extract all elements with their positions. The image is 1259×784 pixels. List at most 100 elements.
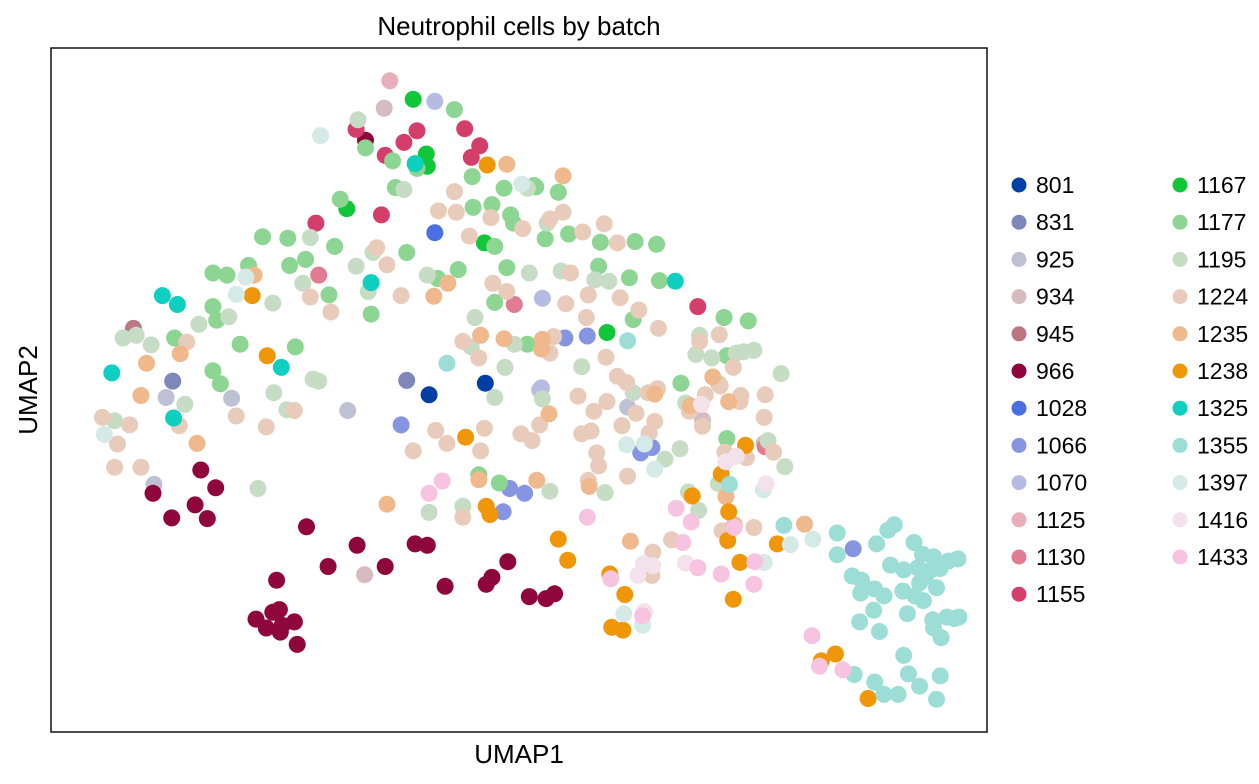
point-batch-1355 xyxy=(928,579,945,597)
point-batch-1177 xyxy=(620,269,638,287)
point-batch-1238 xyxy=(731,553,749,571)
point-batch-966 xyxy=(477,575,495,593)
legend-label-1235: 1235 xyxy=(1197,321,1248,347)
point-batch-1177 xyxy=(739,312,757,330)
point-batch-1195 xyxy=(496,358,514,376)
point-batch-1224 xyxy=(691,332,709,350)
point-batch-1433 xyxy=(433,472,451,490)
point-batch-1167 xyxy=(404,90,422,108)
legend-label-1355: 1355 xyxy=(1197,432,1248,458)
point-batch-1224 xyxy=(597,348,615,366)
y-axis-label: UMAP2 xyxy=(13,345,43,435)
point-batch-1355 xyxy=(889,685,907,703)
point-batch-1355 xyxy=(875,685,893,703)
point-batch-1224 xyxy=(368,239,386,257)
point-batch-1355 xyxy=(905,534,923,551)
legend-marker-945 xyxy=(1011,326,1027,342)
legend-marker-1155 xyxy=(1011,586,1027,602)
point-batch-1235 xyxy=(472,326,490,344)
point-batch-1224 xyxy=(577,309,595,326)
point-batch-1224 xyxy=(562,264,579,282)
legend-label-1195: 1195 xyxy=(1197,246,1246,272)
point-batch-1070 xyxy=(533,289,551,307)
point-batch-1195 xyxy=(294,274,312,292)
point-batch-1195 xyxy=(596,484,614,502)
point-batch-1177 xyxy=(204,362,222,380)
legend-marker-1167 xyxy=(1172,177,1188,193)
legend-marker-1325 xyxy=(1172,400,1188,416)
point-batch-1195 xyxy=(671,440,689,458)
legend-label-1397: 1397 xyxy=(1197,470,1248,496)
legend-label-966: 966 xyxy=(1036,358,1074,384)
point-batch-1224 xyxy=(132,458,150,476)
legend-marker-1070 xyxy=(1011,475,1027,491)
legend-marker-1177 xyxy=(1172,214,1188,230)
point-batch-1177 xyxy=(463,168,481,186)
point-batch-1195 xyxy=(395,181,413,199)
point-batch-1238 xyxy=(826,645,844,663)
point-batch-1397 xyxy=(227,285,245,303)
point-batch-1195 xyxy=(541,482,559,500)
point-batch-1155 xyxy=(307,214,325,232)
point-batch-1224 xyxy=(574,223,592,241)
point-batch-1177 xyxy=(560,225,578,243)
point-batch-1195 xyxy=(466,309,484,326)
legend-marker-1355 xyxy=(1172,437,1188,453)
point-batch-966 xyxy=(257,619,275,637)
point-batch-1355 xyxy=(843,567,861,585)
point-batch-934 xyxy=(375,99,393,117)
legend-label-1155: 1155 xyxy=(1036,581,1085,607)
point-batch-966 xyxy=(163,509,181,527)
legend-label-1130: 1130 xyxy=(1036,544,1085,570)
point-batch-1238 xyxy=(549,530,567,548)
legend-marker-1433 xyxy=(1172,549,1188,565)
point-batch-1177 xyxy=(384,152,402,170)
point-batch-1224 xyxy=(445,183,463,201)
point-batch-1433 xyxy=(674,534,692,551)
point-batch-1224 xyxy=(611,289,629,307)
point-batch-1355 xyxy=(870,623,888,640)
point-batch-1224 xyxy=(541,210,559,228)
point-batch-1238 xyxy=(859,690,877,707)
legend-label-801: 801 xyxy=(1036,172,1074,198)
point-batch-1177 xyxy=(718,430,736,448)
point-batch-1224 xyxy=(482,209,500,227)
point-batch-1177 xyxy=(445,101,463,119)
point-batch-1416 xyxy=(644,557,662,575)
point-batch-1195 xyxy=(347,257,365,275)
point-batch-1224 xyxy=(557,295,575,313)
point-batch-1155 xyxy=(372,206,390,224)
point-batch-1224 xyxy=(470,349,488,367)
point-batch-1224 xyxy=(454,508,472,526)
point-batch-1177 xyxy=(398,244,416,261)
point-batch-1224 xyxy=(404,442,422,460)
point-batch-1224 xyxy=(745,519,763,536)
point-batch-1195 xyxy=(703,349,721,367)
point-batch-1177 xyxy=(286,338,304,356)
point-batch-1355 xyxy=(828,546,846,564)
point-batch-1238 xyxy=(719,532,737,549)
legend-marker-966 xyxy=(1011,363,1027,379)
point-batch-1177 xyxy=(357,139,374,157)
point-batch-1195 xyxy=(573,358,591,376)
point-batch-1355 xyxy=(865,601,883,619)
point-batch-1177 xyxy=(281,257,299,274)
point-batch-1224 xyxy=(585,402,603,420)
point-batch-1177 xyxy=(590,257,608,275)
point-batch-966 xyxy=(144,484,162,502)
point-batch-966 xyxy=(348,536,366,554)
point-batch-1177 xyxy=(626,233,644,251)
point-batch-1195 xyxy=(533,390,551,408)
point-batch-1195 xyxy=(301,229,319,246)
point-batch-1235 xyxy=(533,340,550,358)
point-batch-1155 xyxy=(456,120,474,138)
point-batch-966 xyxy=(436,577,454,595)
point-batch-1238 xyxy=(457,428,475,446)
legend-marker-1235 xyxy=(1172,326,1188,342)
point-batch-925 xyxy=(339,402,357,419)
point-batch-966 xyxy=(499,553,517,571)
point-batch-831 xyxy=(164,372,182,390)
point-batch-1195 xyxy=(176,395,194,413)
point-batch-1355 xyxy=(932,629,950,647)
point-batch-1028 xyxy=(426,224,444,242)
